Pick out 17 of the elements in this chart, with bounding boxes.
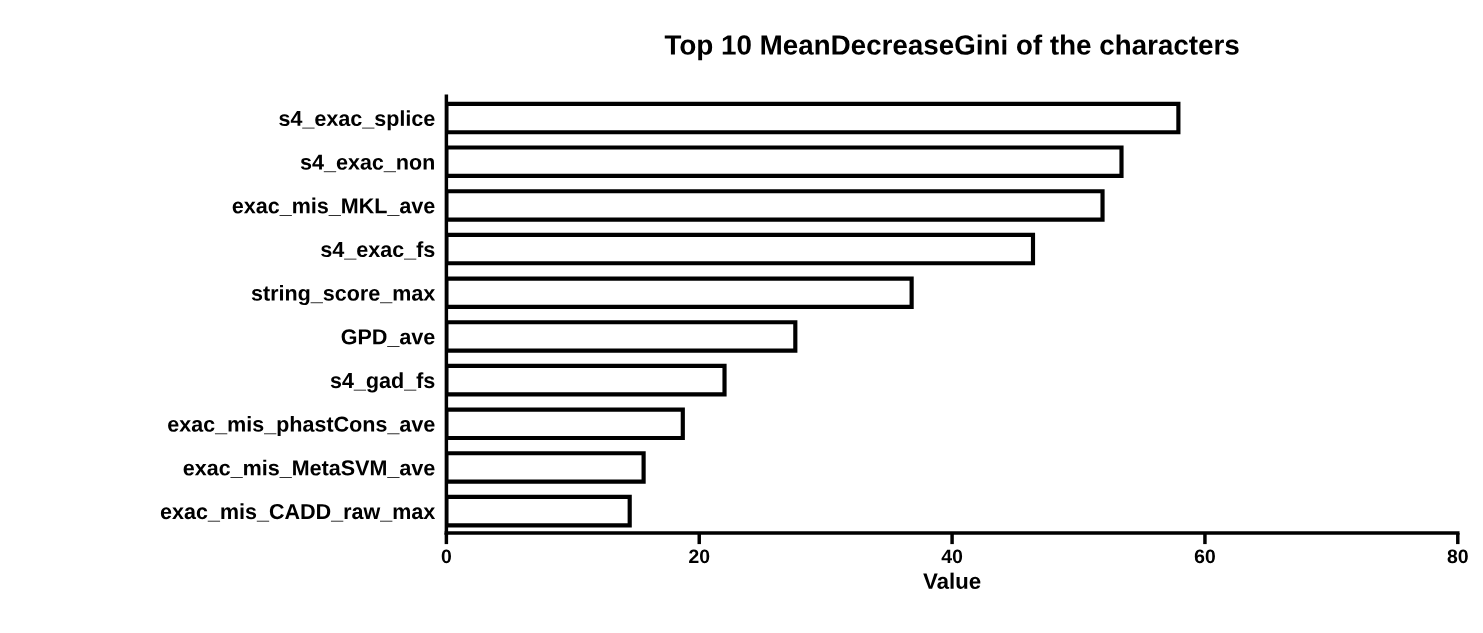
chart-title: Top 10 MeanDecreaseGini of the characters xyxy=(664,34,1239,61)
x-axis-title: Value xyxy=(923,572,981,589)
y-tick-label: s4_exac_splice xyxy=(279,110,435,131)
y-tick-label: exac_mis_MKL_ave xyxy=(232,197,435,216)
x-tick-label: 0 xyxy=(441,549,451,564)
y-tick-label: s4_exac_fs xyxy=(321,241,435,260)
y-tick-label: GPD_ave xyxy=(341,329,435,347)
y-tick-label: exac_mis_phastCons_ave xyxy=(168,415,435,437)
y-tick-label: s4_exac_non xyxy=(300,154,434,173)
x-tick-label: 80 xyxy=(1447,549,1468,564)
x-tick-label: 60 xyxy=(1194,549,1215,564)
y-tick-label: string_score_max xyxy=(251,284,436,306)
x-tick-label: 40 xyxy=(941,549,963,564)
y-tick-label: exac_mis_MetaSVM_ave xyxy=(183,459,435,478)
y-tick-label: s4_gad_fs xyxy=(330,372,435,393)
x-tick-label: 20 xyxy=(689,549,710,564)
y-tick-label: exac_mis_CADD_raw_max xyxy=(160,503,436,522)
